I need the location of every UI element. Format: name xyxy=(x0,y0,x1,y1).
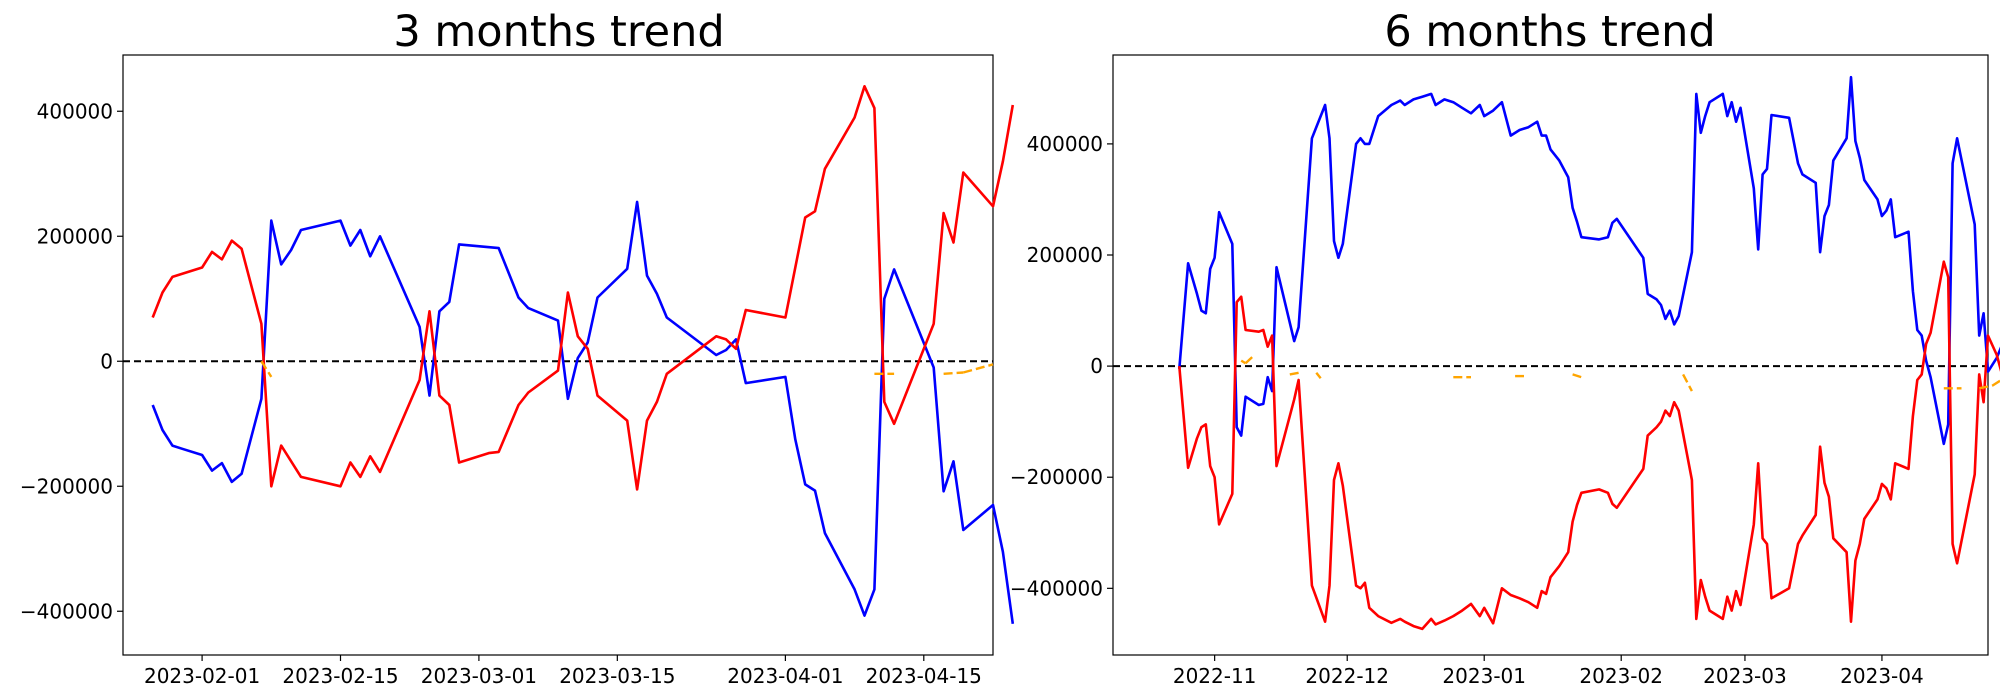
x-tick-label: 2023-04-01 xyxy=(727,664,843,688)
series-line xyxy=(151,85,1015,491)
y-tick-label: 400000 xyxy=(1027,132,1103,156)
y-tick-label: −400000 xyxy=(1010,576,1103,600)
series-segment xyxy=(1289,371,1299,376)
plot-area: −400000 −200000 0 200000 400000 2022-11 2022-1… xyxy=(1010,54,2000,688)
y-tick-label: 0 xyxy=(100,349,113,373)
x-tick-label: 2023-03-15 xyxy=(559,664,675,688)
x-tick-label: 2022-11 xyxy=(1173,664,1257,688)
series-segment xyxy=(943,371,964,375)
series-line xyxy=(1178,75,2000,446)
x-tick-label: 2022-12 xyxy=(1305,664,1389,688)
series-segment xyxy=(260,360,273,378)
series-segment xyxy=(1315,372,1322,380)
series-segment xyxy=(1978,384,1993,390)
y-tick-label: −200000 xyxy=(1010,465,1103,489)
x-tick-label: 2023-04-15 xyxy=(866,664,982,688)
series-segment xyxy=(1240,359,1247,365)
x-tick-label: 2023-03 xyxy=(1703,664,1787,688)
chart-right: 6 months trend −400000 −200000 0 200000 4000… xyxy=(1010,7,2000,688)
y-tick-label: 0 xyxy=(1090,354,1103,378)
y-tick-label: 400000 xyxy=(37,99,113,123)
series-segment xyxy=(1991,379,2000,387)
plot-area: −400000 −200000 0 200000 400000 2023-02-01 202… xyxy=(20,54,1015,688)
x-tick-label: 2023-01 xyxy=(1442,664,1526,688)
chart-title: 3 months trend xyxy=(393,7,724,57)
y-tick-label: −400000 xyxy=(20,599,113,623)
y-tick-label: 200000 xyxy=(1027,243,1103,267)
plot-frame xyxy=(122,54,994,656)
series-segment xyxy=(1244,354,1256,365)
x-tick-label: 2023-03-01 xyxy=(421,664,537,688)
chart-title: 6 months trend xyxy=(1384,7,1715,57)
y-tick-label: −200000 xyxy=(20,474,113,498)
series-segment xyxy=(1682,373,1693,392)
x-tick-label: 2023-04 xyxy=(1840,664,1924,688)
y-tick-label: 200000 xyxy=(37,224,113,248)
chart-left: 3 months trend −400000 −200000 0 200000 4000… xyxy=(20,7,1015,688)
series-segment xyxy=(962,363,994,374)
series-line xyxy=(1178,260,2000,631)
x-tick-label: 2023-02-15 xyxy=(282,664,398,688)
x-tick-label: 2023-02-01 xyxy=(144,664,260,688)
series-line xyxy=(151,200,1015,624)
x-tick-label: 2023-02 xyxy=(1579,664,1663,688)
series-segment xyxy=(1572,373,1582,379)
